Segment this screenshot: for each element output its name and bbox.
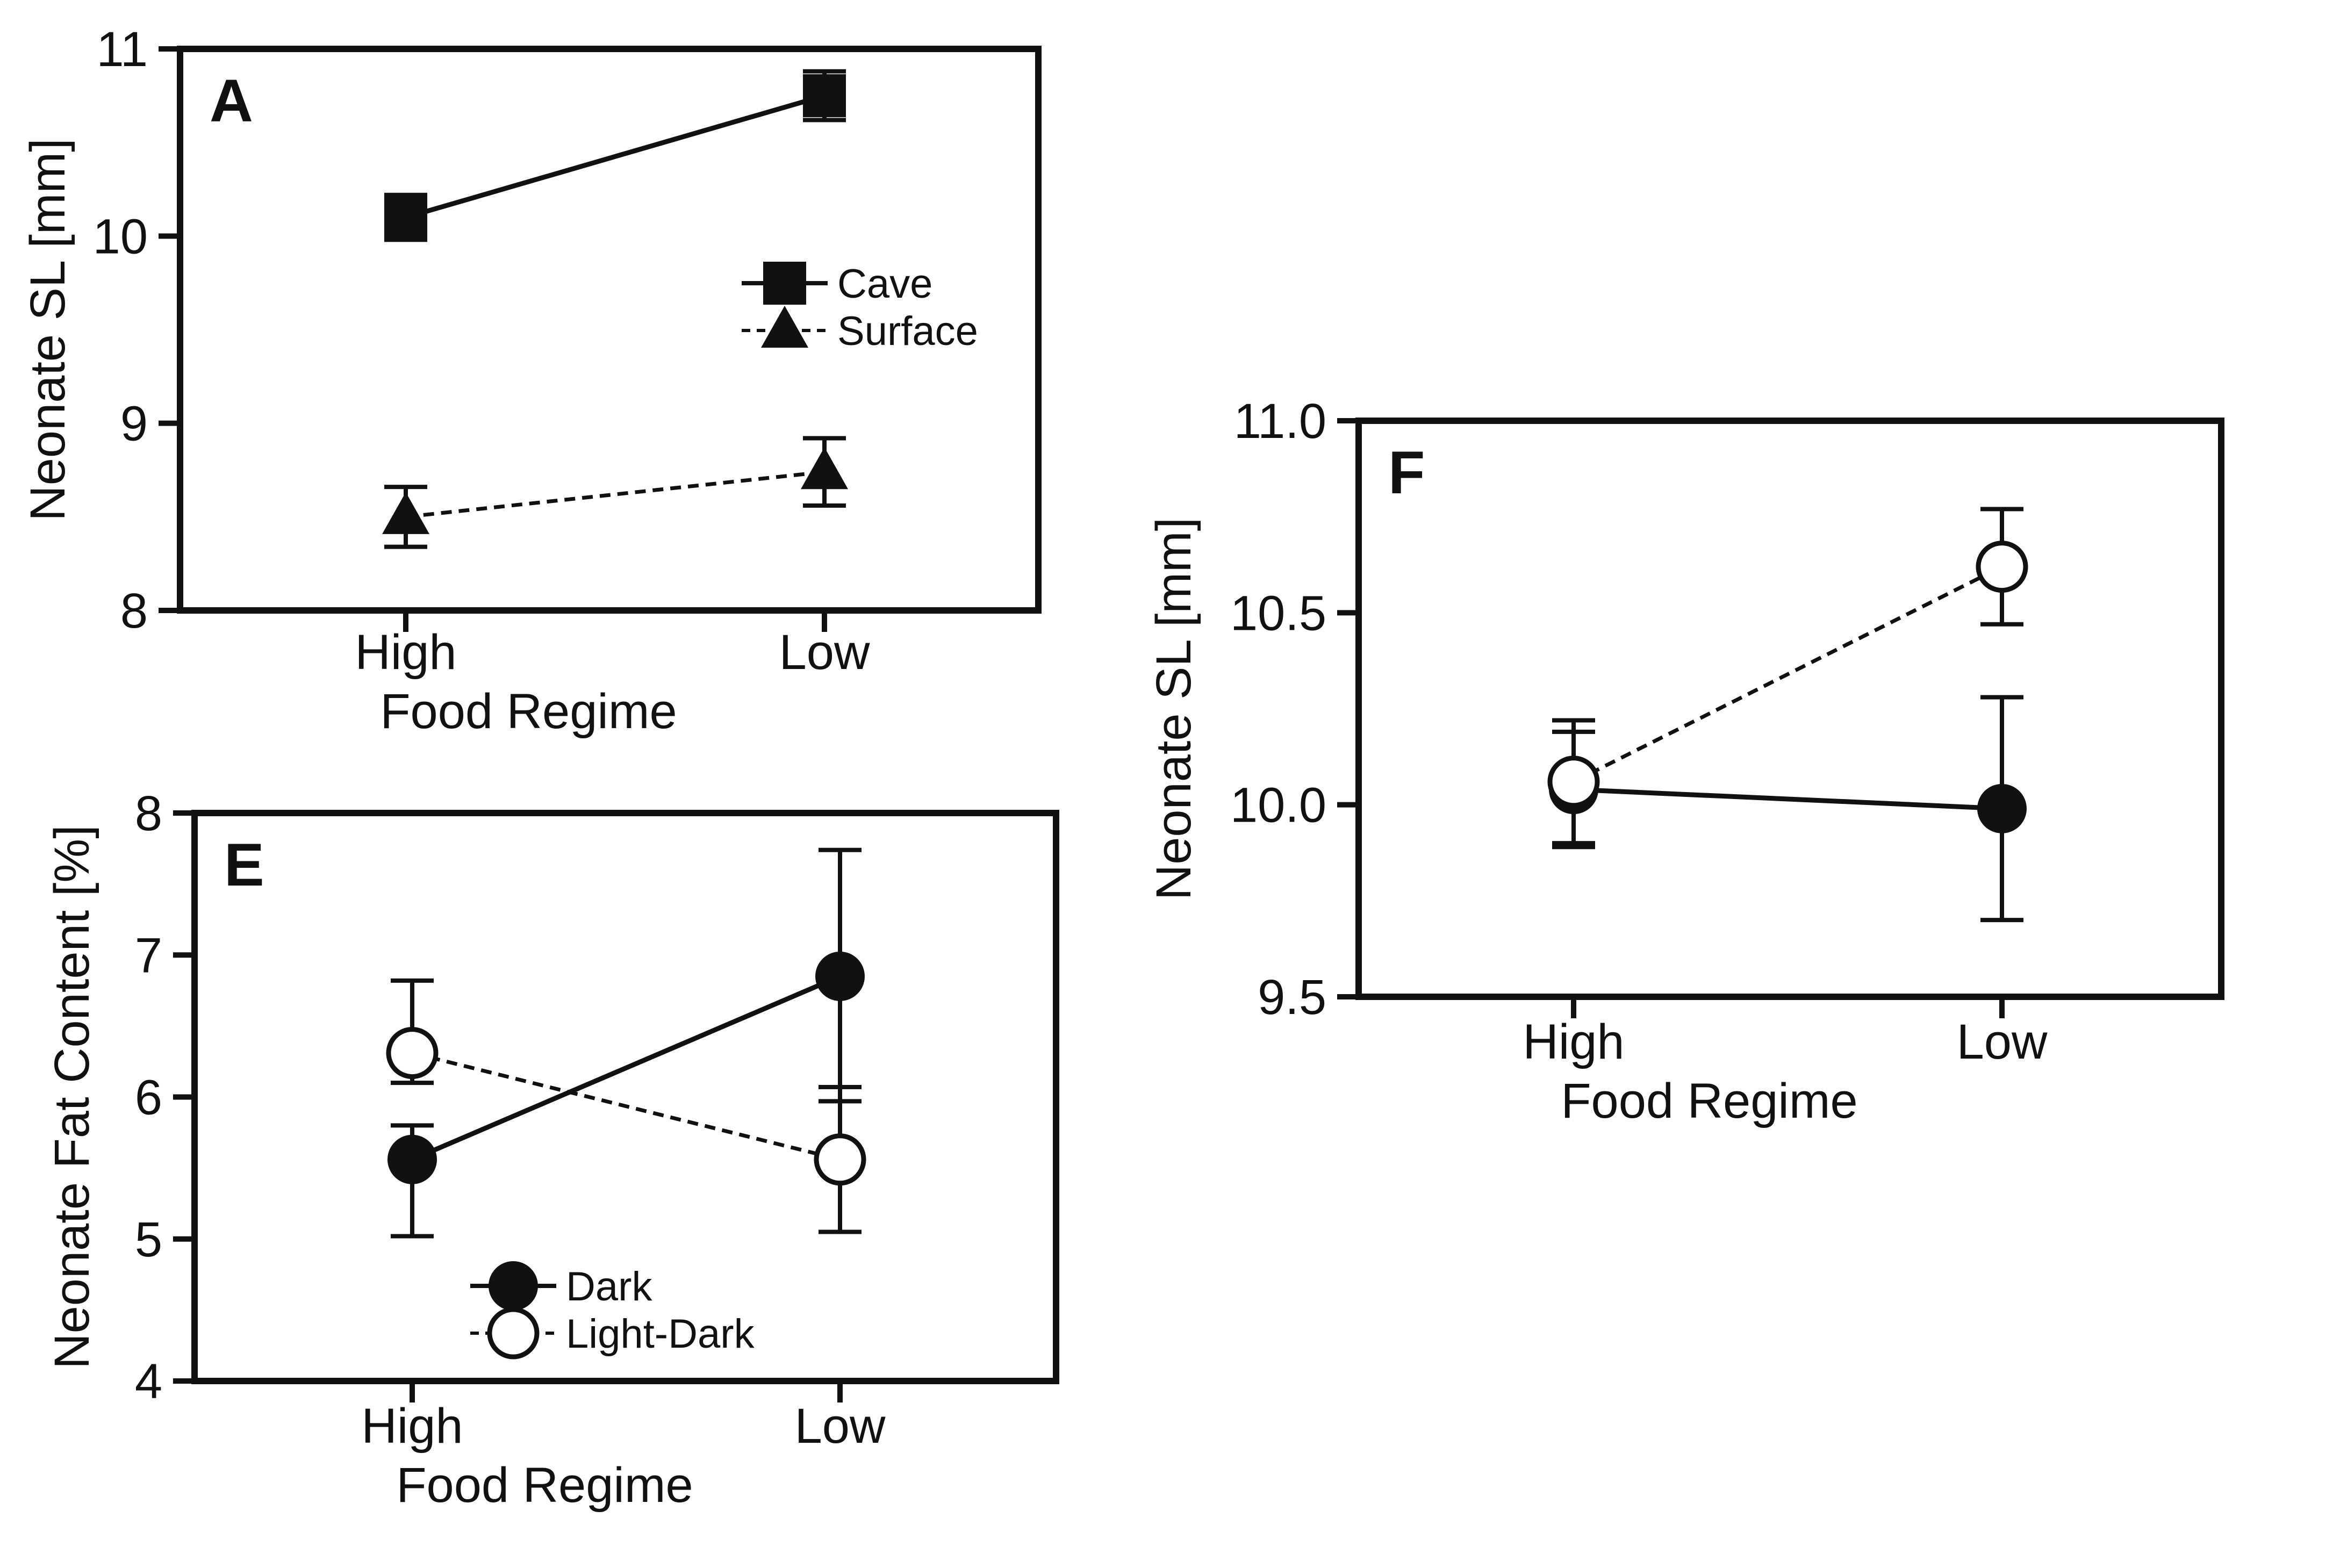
y-tick-label: 9.5 [1258,970,1326,1025]
plot-frame [177,46,1042,614]
data-point [1977,783,2027,833]
series-line [411,974,841,1162]
series-line [1573,787,2002,811]
x-tick-label: Low [779,625,870,680]
data-point [1547,756,1600,808]
legend-marker [489,1261,538,1311]
legend-marker [761,306,808,348]
data-point [801,447,848,490]
y-tick-label: 5 [135,1212,162,1267]
y-tick-label: 10 [93,209,148,264]
series-line [405,93,826,220]
panel-label: A [210,67,253,134]
data-point [384,196,427,239]
y-tick-label: 10.5 [1230,586,1326,641]
series-1 [1547,507,2028,846]
y-tick-label: 11.0 [1234,394,1326,449]
y-tick-label: 9 [120,397,148,451]
y-tick-label: 6 [135,1070,162,1125]
chart-panel-e: E 4 5 6 7 8 High Low Food Regime Neonate Fat Cont… [45,786,1059,1513]
x-tick-label: High [355,625,456,680]
y-tick-label: 11 [96,22,148,77]
series-0 [1549,695,2027,923]
series-0 [384,69,846,242]
chart-panel-f: F 9.5 10.0 10.5 11.0 High Low Food Regime Neonat… [1146,394,2224,1128]
y-tick-label: 8 [120,584,148,638]
y-axis-title: Neonate SL [mm] [1146,517,1201,900]
series-1 [386,978,866,1234]
series-line [405,470,825,519]
y-axis-title: Neonate SL [mm] [20,138,75,521]
data-point [382,492,429,534]
x-tick-label: High [1523,1015,1624,1069]
legend-marker [763,262,806,305]
data-point [803,74,846,118]
x-axis-title: Food Regime [396,1458,693,1513]
x-tick-label: High [361,1399,463,1454]
panel-label: F [1388,439,1425,506]
legend-label: Dark [566,1264,652,1310]
y-tick-label: 7 [135,928,162,983]
x-tick-label: Low [795,1399,886,1454]
y-axis-title: Neonate Fat Content [%] [45,825,99,1369]
legend-marker [487,1307,540,1360]
y-tick-label: 8 [135,786,162,841]
series-line [412,1051,841,1162]
y-tick-label: 4 [135,1354,162,1409]
legend-label: Cave [837,261,932,307]
series-line [1573,565,2003,783]
data-point [386,1027,439,1080]
series-1 [382,436,848,549]
x-tick-label: Low [1957,1015,2048,1069]
x-axis-title: Food Regime [1561,1074,1857,1128]
panel-label: E [224,831,264,898]
y-tick-label: 10.0 [1230,778,1326,833]
legend-label: Surface [837,308,978,354]
data-point [814,1133,866,1186]
data-point [387,1134,437,1184]
series-0 [387,847,865,1239]
data-point [1976,541,2028,593]
data-point [815,951,865,1001]
chart-panel-a: A 8 9 10 11 High Low Food Regime Neonate SL [mm]… [20,22,1042,739]
x-axis-title: Food Regime [380,684,677,739]
plot-frame [1355,418,2224,1000]
legend-label: Light-Dark [566,1311,755,1357]
